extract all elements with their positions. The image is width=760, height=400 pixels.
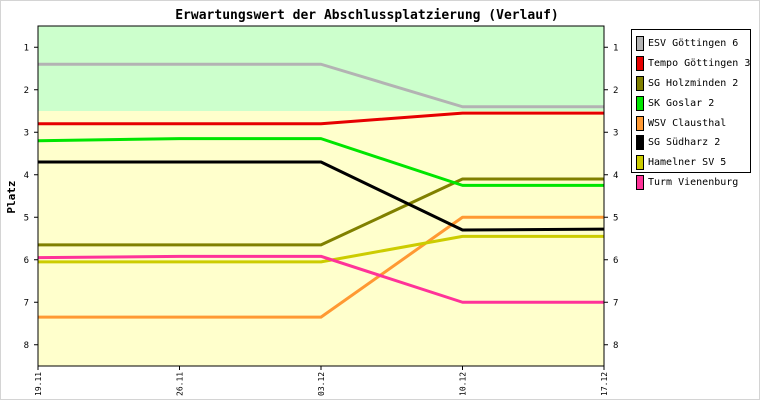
y-tick-label: 1 (24, 43, 29, 53)
y-tick-label-right: 7 (613, 298, 618, 308)
y-tick-label: 8 (24, 341, 29, 351)
legend-item: ESV Göttingen 6 (636, 34, 750, 54)
legend-item: Hamelner SV 5 (636, 153, 750, 173)
series-line (38, 160, 605, 232)
series-line (38, 62, 604, 109)
legend-label: WSV Clausthal (648, 117, 727, 129)
background-band (38, 111, 604, 366)
series-line (38, 215, 604, 319)
legend: ESV Göttingen 6 Tempo Göttingen 3 SG Holzm… (631, 29, 751, 190)
y-tick-label-right: 1 (613, 43, 618, 53)
x-tick-label: 17.12 (600, 372, 609, 396)
series-line (38, 234, 604, 264)
legend-label: Turm Vienenburg (648, 176, 739, 188)
legend-label: Hamelner SV 5 (648, 157, 727, 169)
y-tick-label: 7 (24, 298, 29, 308)
y-tick-label-right: 2 (613, 86, 618, 96)
legend-swatch (636, 36, 644, 52)
chart-title: Erwartungswert der Abschlussplatzierung … (175, 8, 559, 23)
legend-item: Turm Vienenburg (636, 173, 750, 193)
y-tick-label: 6 (24, 256, 29, 266)
legend-item: Tempo Göttingen 3 (636, 54, 750, 74)
y-tick-label: 3 (24, 128, 29, 138)
x-tick-label: 10.12 (459, 372, 468, 396)
legend-item: WSV Clausthal (636, 113, 750, 133)
series-line (37, 137, 604, 187)
legend-swatch (636, 115, 644, 131)
series-line (38, 111, 604, 126)
y-tick-label: 4 (24, 171, 29, 181)
y-tick-label-right: 4 (613, 171, 618, 181)
legend-label: Tempo Göttingen 3 (648, 58, 751, 70)
x-tick-label: 19.11 (34, 372, 43, 396)
series-line (38, 177, 604, 247)
legend-swatch (636, 56, 644, 72)
y-tick-label-right: 5 (613, 213, 618, 223)
y-tick-label-right: 3 (613, 128, 618, 138)
y-axis-label: Platz (5, 180, 18, 213)
background-band (38, 26, 604, 111)
y-tick-label: 2 (24, 86, 29, 96)
y-tick-label-right: 6 (613, 256, 618, 266)
legend-swatch (636, 75, 644, 91)
legend-label: ESV Göttingen 6 (648, 38, 739, 50)
legend-swatch (636, 174, 644, 190)
y-tick-label: 5 (24, 213, 29, 223)
legend-item: SG Südharz 2 (636, 133, 750, 153)
x-tick-label: 03.12 (317, 372, 326, 396)
legend-swatch (636, 95, 644, 111)
legend-label: SG Südharz 2 (648, 137, 721, 149)
legend-label: SG Holzminden 2 (648, 77, 739, 89)
legend-label: SK Goslar 2 (648, 97, 715, 109)
x-tick-label: 26.11 (176, 372, 185, 396)
legend-swatch (636, 135, 644, 151)
legend-swatch (636, 155, 644, 171)
legend-item: SK Goslar 2 (636, 93, 750, 113)
series-line (37, 254, 604, 304)
y-tick-label-right: 8 (613, 341, 618, 351)
legend-item: SG Holzminden 2 (636, 74, 750, 94)
